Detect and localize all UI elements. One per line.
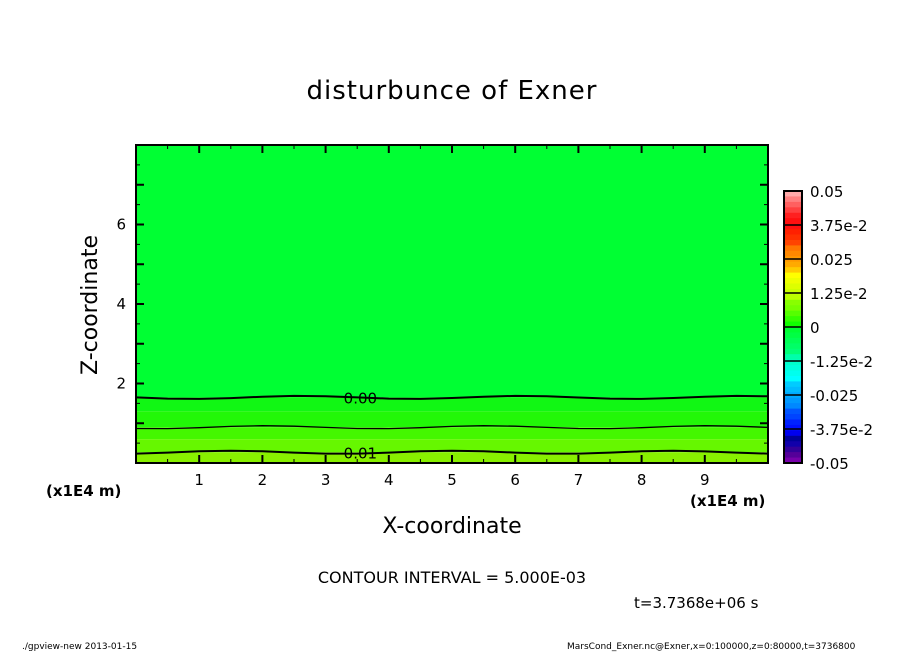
colorbar-swatch [784,370,802,377]
footer-left: ./gpview-new 2013-01-15 [22,642,138,652]
colorbar-label: -0.025 [810,387,858,405]
x-tick-label: 9 [700,471,710,489]
contour-interval: CONTOUR INTERVAL = 5.000E-03 [317,568,587,587]
contour-label: 0.01 [344,444,377,462]
colorbar-swatch [784,430,802,437]
colorbar-swatch [784,239,802,246]
colorbar-swatch [784,348,802,355]
colorbar: 0.05 3.75e-2 0.025 1.25e-2 0 -1.25e-2 -0.025 -3… [783,183,873,473]
colorbar-swatch [784,337,802,344]
footer-right: MarsCond_Exner.nc@Exner,x=0:100000,z=0:8… [567,642,856,652]
colorbar-swatch [784,343,802,350]
x-tick-label: 8 [637,471,647,489]
x-tick-label: 1 [194,471,204,489]
colorbar-swatch [784,245,802,252]
colorbar-swatch [784,201,802,208]
fill-band [136,439,768,453]
x-tick-label: 5 [447,471,457,489]
colorbar-swatch [784,316,802,323]
colorbar-swatch [784,419,802,426]
colorbar-swatch [784,196,802,203]
fill-band [136,145,768,398]
y-tick-label: 4 [116,295,126,313]
colorbar-swatch [784,375,802,382]
colorbar-swatch [784,446,802,453]
colorbar-swatch [784,452,802,459]
colorbar-swatch [784,381,802,388]
axis-ticks: 1 2 3 4 5 6 7 8 9 2 4 6 [116,144,769,489]
colorbar-swatch [784,288,802,295]
colorbar-swatch [784,299,802,306]
colorbar-swatch [784,272,802,279]
x-tick-label: 7 [574,471,584,489]
colorbar-label: -0.05 [810,455,849,473]
colorbar-label: 3.75e-2 [810,217,868,235]
x-tick-label: 4 [384,471,394,489]
colorbar-swatch [784,408,802,415]
colorbar-label: -3.75e-2 [810,421,873,439]
colorbar-swatch [784,305,802,312]
colorbar-swatch [784,435,802,442]
contour-line [135,394,769,400]
colorbar-swatch [784,212,802,219]
colorbar-swatch [784,207,802,214]
colorbar-label: 0.05 [810,183,843,201]
colorbar-swatch [784,359,802,366]
contour-lines: 0.00 0.01 [135,389,769,462]
colorbar-swatch [784,294,802,301]
colorbar-swatch [784,267,802,274]
y-axis-label: Z-coordinate [78,235,103,375]
x-tick-label: 2 [258,471,268,489]
contour-line [135,425,769,430]
colorbar-label: 0 [810,319,820,337]
colorbar-swatch [784,223,802,230]
colorbar-swatch [784,218,802,225]
time-label: t=3.7368e+06 s [634,594,759,612]
colorbar-swatch [784,403,802,410]
colorbar-swatch [784,327,802,333]
colorbar-swatch [784,457,802,464]
x-axis-label: X-coordinate [0,514,904,539]
colorbar-swatch [784,283,802,290]
colorbar-swatch [784,365,802,372]
fill-bands [136,145,768,463]
colorbar-swatch [784,414,802,420]
colorbar-frame [783,190,803,464]
colorbar-swatch [784,424,802,431]
y-tick-label: 6 [116,216,126,234]
fill-band [136,397,768,412]
contour-label: 0.00 [344,389,377,407]
colorbar-swatch [784,234,802,241]
x-unit-label: (x1E4 m) [690,492,766,510]
colorbar-swatch [784,321,802,328]
colorbar-swatch [784,397,802,404]
colorbar-label: 0.025 [810,251,853,269]
x-tick-label: 6 [510,471,520,489]
colorbar-swatch [784,332,802,339]
contour-line [135,449,769,455]
x-tick-label: 3 [321,471,331,489]
fill-band [136,411,768,428]
colorbar-swatch [784,250,802,257]
colorbar-swatch [784,441,802,448]
fill-band [136,427,768,440]
colorbar-swatch [784,191,802,197]
colorbar-swatch [784,278,802,284]
y-tick-label: 2 [116,375,126,393]
colorbar-swatch [784,229,802,236]
y-unit-label: (x1E4 m) [46,482,122,500]
x-axis-label-text: X-coordinate [382,514,522,539]
chart-title: disturbunce of Exner [306,76,598,106]
colorbar-swatch [784,310,802,317]
colorbar-label: -1.25e-2 [810,353,873,371]
colorbar-swatch [784,386,802,393]
colorbar-swatch [784,354,802,361]
colorbar-swatch [784,261,802,268]
colorbar-label: 1.25e-2 [810,285,868,303]
